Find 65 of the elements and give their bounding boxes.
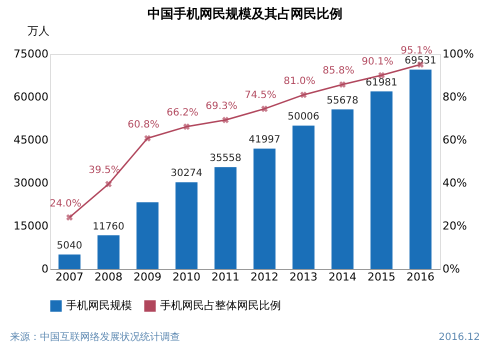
x-tick-label: 2016 [406, 270, 434, 284]
y2-tick-label: 80% [442, 90, 467, 104]
x-tick-label: 2012 [250, 270, 278, 284]
x-tick-label: 2013 [290, 270, 318, 284]
x-tick-label: 2009 [134, 270, 162, 284]
point [144, 134, 151, 142]
data-label: 90.1% [362, 56, 394, 68]
point [222, 116, 229, 124]
legend-label: 手机网民规模 [66, 299, 132, 312]
bar [410, 70, 432, 269]
y2-tick-label: 60% [442, 134, 467, 146]
y-tick-label: 30000 [14, 176, 48, 190]
data-label: 11760 [92, 221, 124, 232]
bar [370, 91, 392, 269]
point [261, 106, 268, 112]
y-tick-label: 0 [42, 262, 48, 276]
text: 2016.12 [438, 332, 480, 343]
data-label: 35558 [210, 153, 242, 164]
data-label: 55678 [326, 95, 358, 106]
data-label: 30274 [170, 168, 202, 180]
data-label: 85.8% [322, 66, 354, 77]
x-tick-label: 2010 [172, 270, 200, 284]
data-label: 50006 [288, 112, 320, 123]
bar [98, 235, 120, 269]
data-label: 95.1% [400, 46, 432, 57]
bar [176, 182, 198, 269]
y-tick-label: 60000 [14, 90, 48, 104]
bar [214, 167, 236, 269]
y2-tick-label: 40% [442, 176, 467, 190]
y-tick-label: 15000 [14, 220, 48, 232]
y2-tick-label: 100% [442, 48, 474, 60]
x-tick-label: 2014 [328, 270, 356, 284]
point [66, 214, 73, 221]
bar [58, 254, 80, 269]
y-tick-label: 45000 [14, 134, 48, 146]
point [105, 180, 112, 188]
chart-title: 中国手机网民规模及其占网民比例 [148, 6, 342, 22]
bar [332, 109, 354, 269]
bar [292, 126, 314, 269]
data-label: 60.8% [128, 119, 160, 130]
data-label: 81.0% [284, 76, 316, 87]
x-tick-label: 2008 [94, 270, 122, 284]
data-label: 69531 [404, 56, 436, 67]
legend-label: 手机网民占整体网民比例 [160, 299, 281, 312]
point [183, 123, 190, 130]
y-axis-title: 万人 [28, 24, 50, 38]
bar [254, 148, 276, 269]
bar [136, 202, 158, 269]
x-tick-label: 2011 [212, 270, 240, 284]
data-label: 24.0% [50, 198, 82, 210]
data-label: 66.2% [166, 108, 198, 119]
data-label: 61981 [366, 77, 398, 88]
x-tick-label: 2015 [368, 270, 396, 284]
point [300, 92, 307, 98]
data-label: 41997 [248, 134, 280, 146]
x-tick-label: 2007 [56, 270, 84, 284]
y-tick-label: 75000 [14, 48, 48, 60]
y2-tick-label: 20% [442, 220, 467, 232]
data-label: 74.5% [244, 90, 276, 101]
y2-tick-label: 0% [442, 262, 460, 276]
data-label: 69.3% [206, 101, 238, 112]
data-label: 39.5% [88, 165, 120, 176]
source-note: 来源：中国互联网络发展状况统计调查 [10, 331, 180, 343]
point [339, 81, 346, 88]
data-label: 5040 [56, 240, 82, 252]
